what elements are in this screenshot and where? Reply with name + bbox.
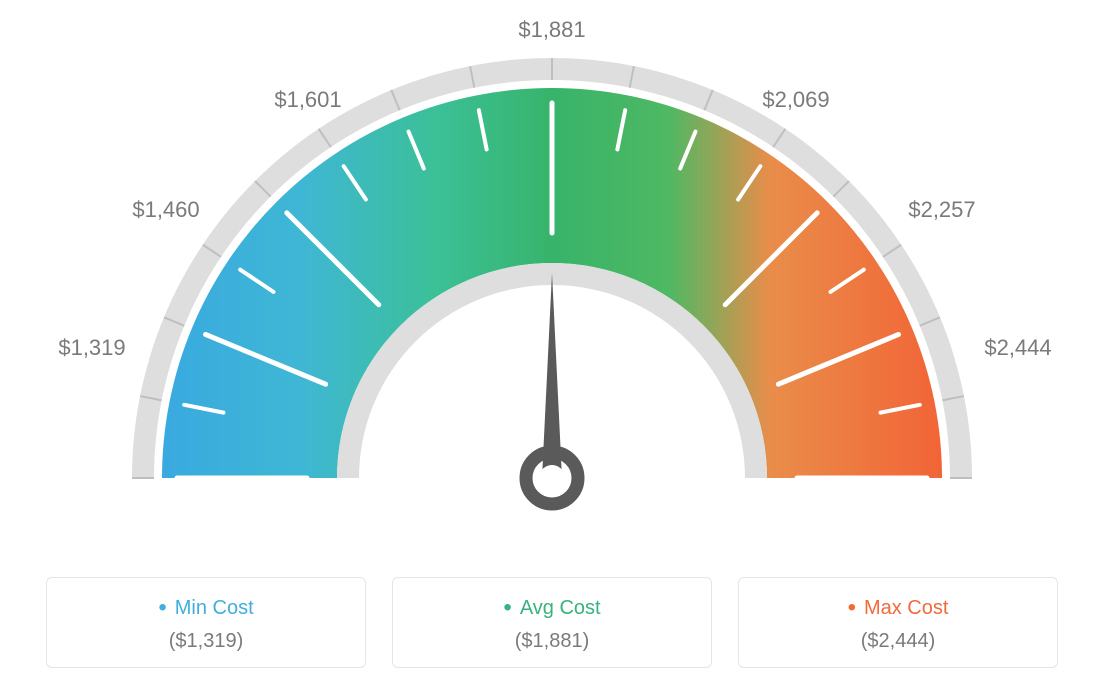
legend-max-label: Max Cost [739, 594, 1057, 622]
tick-label: $1,881 [518, 17, 585, 43]
tick-label: $1,601 [274, 87, 341, 113]
legend-min-value: ($1,319) [47, 630, 365, 653]
legend-card-min: Min Cost ($1,319) [46, 577, 366, 668]
legend-row: Min Cost ($1,319) Avg Cost ($1,881) Max … [0, 577, 1104, 668]
tick-label: $1,460 [132, 197, 199, 223]
tick-label: $2,257 [908, 197, 975, 223]
legend-card-max: Max Cost ($2,444) [738, 577, 1058, 668]
legend-avg-value: ($1,881) [393, 630, 711, 653]
needle-hub-inner [539, 465, 565, 491]
tick-label: $1,319 [58, 335, 125, 361]
legend-avg-label: Avg Cost [393, 594, 711, 622]
legend-min-label: Min Cost [47, 594, 365, 622]
gauge-chart: $1,319 $1,460 $1,601 $1,881 $2,069 $2,257 $2,4… [0, 0, 1104, 560]
tick-label: $2,444 [984, 335, 1051, 361]
legend-max-value: ($2,444) [739, 630, 1057, 653]
legend-card-avg: Avg Cost ($1,881) [392, 577, 712, 668]
tick-label: $2,069 [762, 87, 829, 113]
gauge-svg [0, 0, 1104, 560]
